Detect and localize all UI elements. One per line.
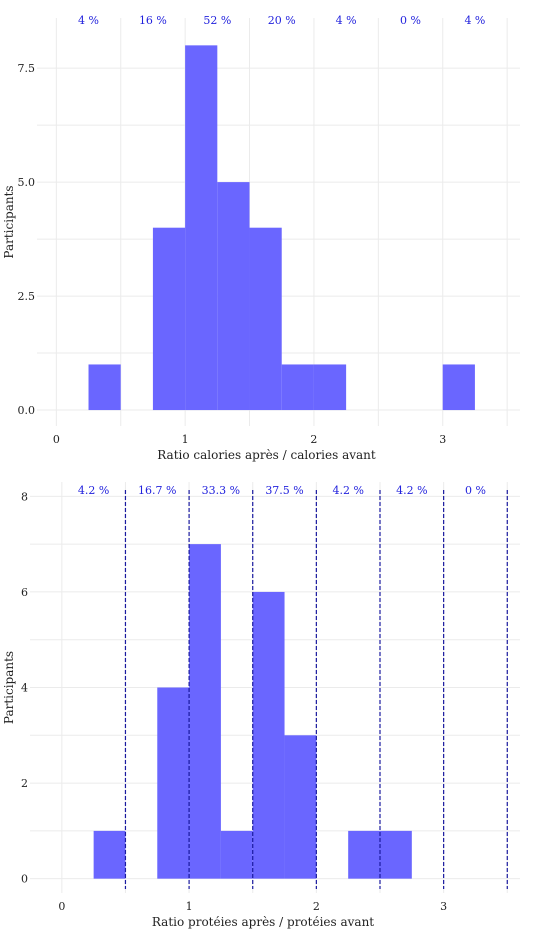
x-axis-ticks: 0 1 2 3 [53,433,446,446]
y-tick-label: 0.0 [18,404,36,417]
interval-percent-label: 0 % [465,484,486,497]
x-tick-label: 3 [439,433,446,446]
y-axis-title: Participants [2,185,16,258]
histogram-bar [189,544,221,879]
interval-percent-labels: 4.2 % 16.7 % 33.3 % 37.5 % 4.2 % 4.2 % 0 % [78,484,486,497]
x-axis-title: Ratio protéies après / protéies avant [152,915,374,929]
x-tick-label: 0 [58,900,65,913]
interval-percent-labels: 4 % 16 % 52 % 20 % 4 % 0 % 4 % [78,14,485,27]
x-tick-label: 2 [313,900,320,913]
y-tick-label: 2 [21,777,28,790]
histogram-bar [348,830,380,879]
histogram-bar [88,364,121,411]
calories-ratio-histogram: 4 % 16 % 52 % 20 % 4 % 0 % 4 % 0 1 2 3 0.0 2.5 5.0 7.5… [2,14,520,462]
x-tick-label: 2 [310,433,317,446]
interval-percent-label: 52 % [203,14,231,27]
histogram-bar [220,830,253,879]
histogram-bar [252,591,285,879]
interval-percent-label: 4 % [336,14,357,27]
histogram-bar [442,364,475,411]
histogram-bar [185,45,218,411]
histogram-bar [281,364,314,411]
x-tick-label: 3 [440,900,447,913]
y-tick-label: 7.5 [18,62,36,75]
x-tick-label: 1 [182,433,189,446]
interval-percent-label: 16.7 % [138,484,176,497]
y-tick-label: 8 [21,490,28,503]
bars [88,45,475,411]
y-tick-label: 2.5 [18,290,36,303]
proteins-ratio-histogram: 4.2 % 16.7 % 33.3 % 37.5 % 4.2 % 4.2 % 0 % 0 1 2 3… [2,482,520,929]
interval-percent-label: 33.3 % [202,484,240,497]
x-tick-label: 1 [186,900,193,913]
x-tick-label: 0 [53,433,60,446]
interval-dividers [124,490,508,889]
histogram-bar [249,227,282,411]
bars [93,544,412,879]
y-axis-ticks: 0.0 2.5 5.0 7.5 [18,62,36,417]
x-axis-ticks: 0 1 2 3 [58,900,447,913]
interval-percent-label: 16 % [139,14,167,27]
interval-percent-label: 0 % [400,14,421,27]
interval-percent-label: 37.5 % [265,484,303,497]
y-tick-label: 5.0 [18,176,36,189]
histogram-bar [284,735,317,879]
histogram-bar [93,830,126,879]
y-tick-label: 6 [21,586,28,599]
histogram-bar [313,364,347,411]
histogram-bar [217,182,250,411]
histogram-bar [157,687,190,879]
y-axis-title: Participants [2,651,16,724]
y-tick-label: 4 [21,682,28,695]
interval-percent-label: 20 % [268,14,296,27]
interval-percent-label: 4.2 % [396,484,427,497]
interval-percent-label: 4.2 % [332,484,363,497]
y-tick-label: 0 [21,873,28,886]
y-axis-ticks: 0 2 4 6 8 [21,490,28,885]
histogram-bar [380,830,412,879]
interval-percent-label: 4.2 % [78,484,109,497]
histogram-bar [152,227,186,411]
interval-percent-label: 4 % [78,14,99,27]
interval-percent-label: 4 % [464,14,485,27]
x-axis-title: Ratio calories après / calories avant [157,448,376,462]
